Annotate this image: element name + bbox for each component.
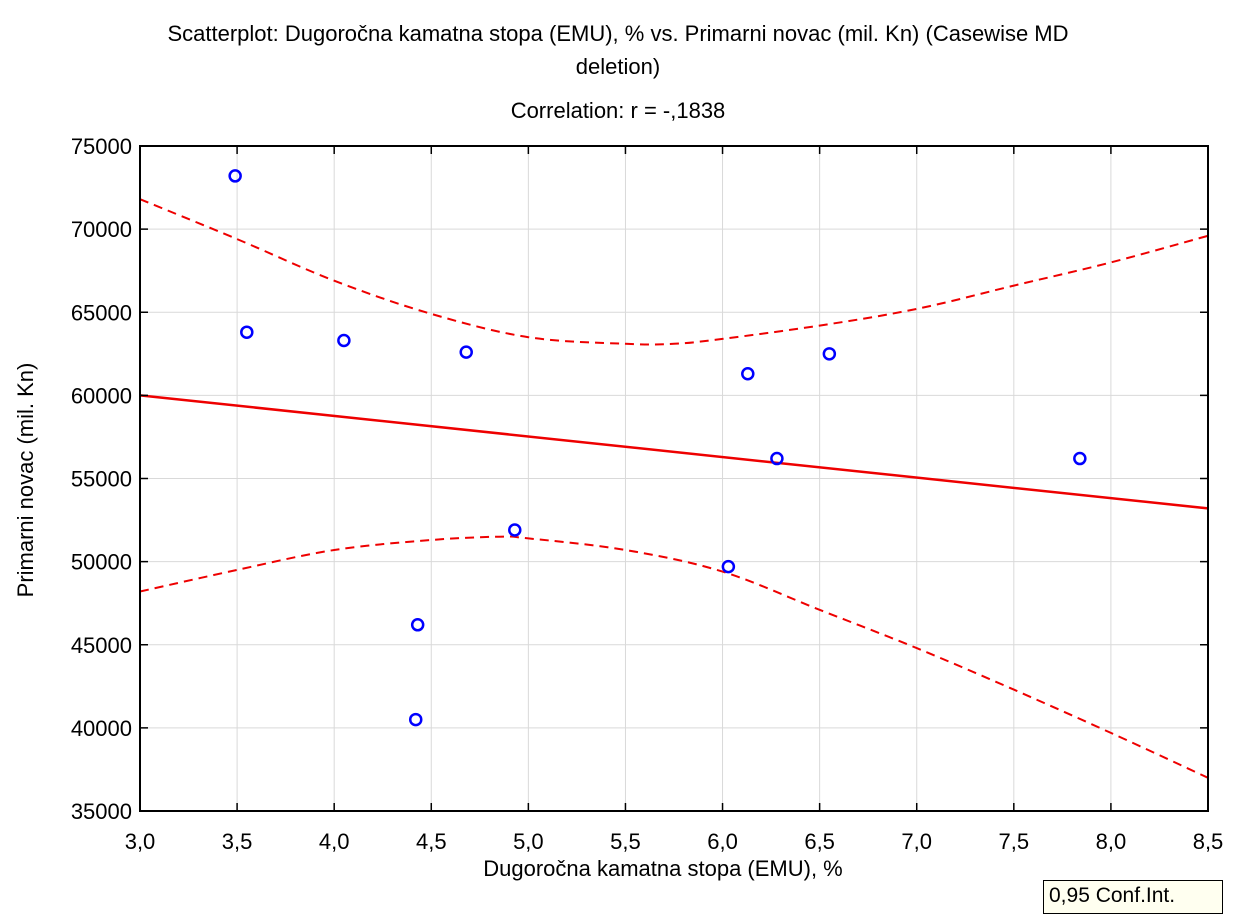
y-tick-label: 65000 bbox=[71, 300, 132, 325]
x-tick-label: 7,5 bbox=[999, 829, 1030, 854]
data-point bbox=[337, 333, 351, 348]
y-tick-label: 60000 bbox=[71, 383, 132, 408]
axis-ticks: 3,0 3,5 4,0 4,5 5,0 5,5 6,0 6,5 7,0 7,5 8,0 8,5 3500… bbox=[71, 134, 1223, 854]
data-point bbox=[508, 523, 522, 537]
chart-title-line2: deletion) bbox=[576, 54, 660, 79]
lower-confidence-band bbox=[139, 535, 1209, 779]
y-tick-label: 40000 bbox=[71, 716, 132, 741]
x-axis-label: Dugoročna kamatna stopa (EMU), % bbox=[483, 856, 843, 881]
upper-confidence-band bbox=[139, 198, 1209, 346]
x-tick-label: 6,0 bbox=[707, 829, 738, 854]
data-point bbox=[408, 712, 423, 727]
x-tick-label: 5,5 bbox=[610, 829, 641, 854]
x-tick-label: 5,0 bbox=[513, 829, 544, 854]
fit-lines bbox=[139, 198, 1209, 779]
grid bbox=[140, 146, 1208, 811]
x-tick-label: 4,5 bbox=[416, 829, 447, 854]
y-tick-label: 55000 bbox=[71, 467, 132, 492]
data-points bbox=[228, 169, 1087, 727]
x-tick-label: 8,0 bbox=[1096, 829, 1127, 854]
data-point bbox=[240, 325, 254, 339]
y-tick-label: 35000 bbox=[71, 799, 132, 824]
y-tick-label: 50000 bbox=[71, 550, 132, 575]
data-point bbox=[459, 345, 473, 359]
data-point bbox=[721, 559, 736, 574]
regression-line bbox=[139, 394, 1209, 510]
y-axis-label: Primarni novac (mil. Kn) bbox=[13, 363, 38, 598]
data-point bbox=[410, 618, 425, 632]
x-tick-label: 6,5 bbox=[804, 829, 835, 854]
legend-conf-int: 0,95 Conf.Int. bbox=[1043, 880, 1223, 914]
chart-subtitle: Correlation: r = -,1838 bbox=[511, 98, 726, 123]
y-tick-label: 75000 bbox=[71, 134, 132, 159]
x-tick-label: 7,0 bbox=[901, 829, 932, 854]
x-tick-label: 3,0 bbox=[125, 829, 156, 854]
chart-title-line1: Scatterplot: Dugoročna kamatna stopa (EM… bbox=[167, 21, 1068, 46]
x-tick-label: 3,5 bbox=[222, 829, 253, 854]
data-point bbox=[228, 169, 242, 183]
x-tick-label: 8,5 bbox=[1193, 829, 1224, 854]
data-point bbox=[1073, 451, 1087, 466]
y-tick-label: 70000 bbox=[71, 217, 132, 242]
data-point bbox=[741, 367, 755, 381]
data-point bbox=[770, 451, 784, 466]
y-tick-label: 45000 bbox=[71, 633, 132, 658]
x-tick-label: 4,0 bbox=[319, 829, 350, 854]
data-point bbox=[822, 347, 837, 361]
